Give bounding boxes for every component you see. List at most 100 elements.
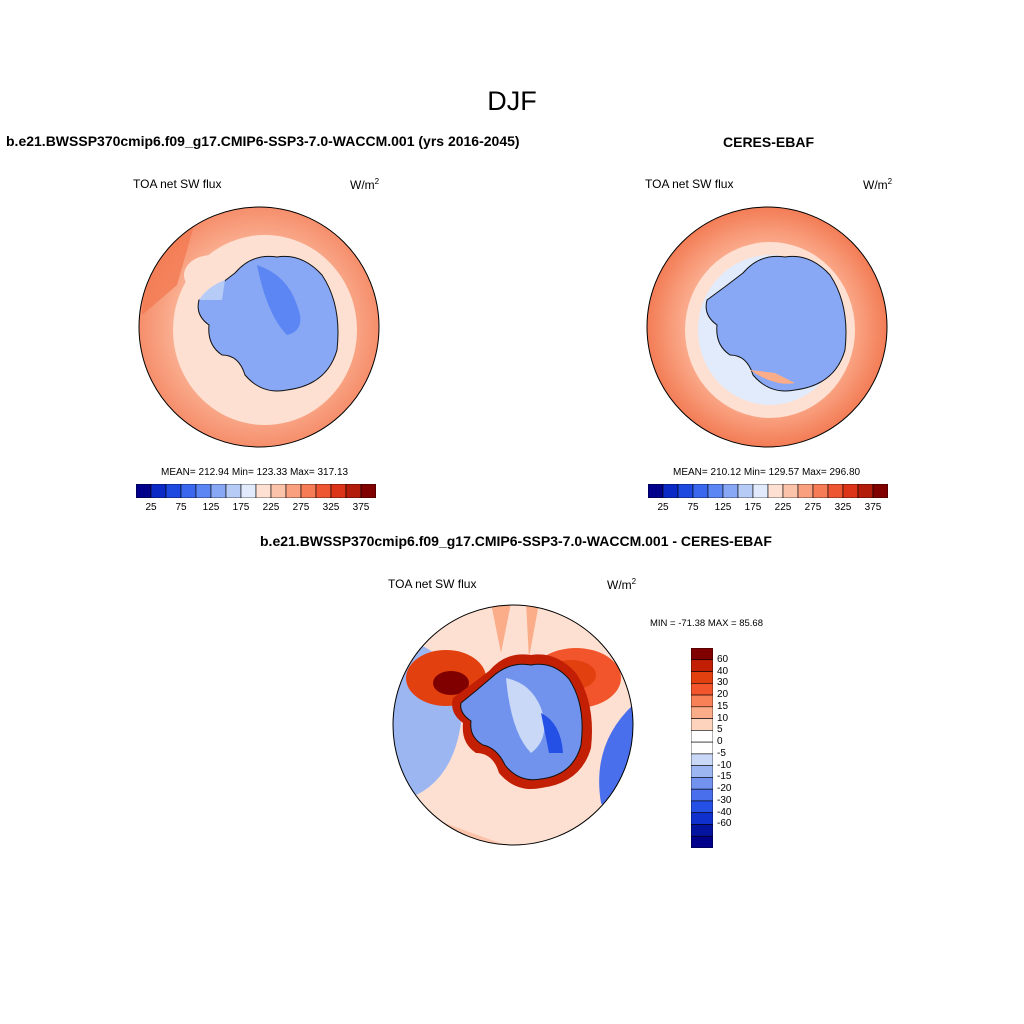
colorbar-tick-label: 125 — [202, 502, 220, 513]
colorbar-box — [691, 753, 713, 766]
colorbar-box — [225, 484, 242, 498]
colorbar-box — [136, 484, 152, 498]
colorbar-labels-model: 25 75 125 175 225 275 325 375 — [136, 502, 376, 516]
colorbar-box — [165, 484, 182, 498]
colorbar-box — [752, 484, 769, 498]
colorbar-tick-label: 275 — [292, 502, 310, 513]
stats-diff: MIN = -71.38 MAX = 85.68 — [650, 618, 764, 629]
colorbar-tick-label: 25 — [657, 502, 669, 513]
colorbar-tick-label: 25 — [145, 502, 157, 513]
colorbar-obs — [648, 484, 888, 498]
colorbar-box — [648, 484, 664, 498]
colorbar-box — [857, 484, 874, 498]
units-label-model: W/m2 — [350, 177, 380, 192]
colorbar-tick-label: 30 — [717, 677, 729, 689]
colorbar-tick-label: -60 — [717, 818, 732, 830]
colorbar-box — [240, 484, 257, 498]
colorbar-box — [677, 484, 694, 498]
colorbar-box — [315, 484, 332, 498]
colorbar-tick-label: 225 — [774, 502, 792, 513]
colorbar-box — [797, 484, 814, 498]
colorbar-box — [691, 835, 713, 848]
colorbar-box — [691, 788, 713, 802]
panel-title-diff: b.e21.BWSSP370cmip6.f09_g17.CMIP6-SSP3-7… — [260, 533, 772, 549]
colorbar-box — [827, 484, 844, 498]
colorbar-box — [691, 659, 713, 672]
colorbar-tick-label: 375 — [864, 502, 882, 513]
colorbar-tick-label: -5 — [717, 747, 726, 759]
colorbar-tick-label: 0 — [717, 736, 723, 748]
colorbar-box — [872, 484, 888, 498]
colorbar-box — [691, 777, 713, 790]
colorbar-tick-label: 40 — [717, 665, 729, 677]
polar-map-diff — [391, 603, 635, 847]
colorbar-tick-label: 10 — [717, 712, 729, 724]
colorbar-box — [691, 706, 713, 719]
colorbar-diff — [691, 648, 713, 848]
colorbar-box — [285, 484, 302, 498]
colorbar-tick-label: 15 — [717, 700, 729, 712]
figure-title: DJF — [487, 86, 537, 116]
colorbar-tick-label: 5 — [717, 724, 723, 736]
variable-label-diff: TOA net SW flux — [388, 577, 477, 591]
colorbar-tick-label: 325 — [322, 502, 340, 513]
colorbar-box — [707, 484, 724, 498]
colorbar-box — [662, 484, 679, 498]
colorbar-tick-label: 75 — [687, 502, 699, 513]
colorbar-tick-label: 125 — [714, 502, 732, 513]
colorbar-model — [136, 484, 376, 498]
colorbar-tick-label: -10 — [717, 759, 732, 771]
colorbar-tick-label: 175 — [744, 502, 762, 513]
colorbar-box — [210, 484, 227, 498]
colorbar-box — [691, 812, 713, 825]
colorbar-box — [722, 484, 739, 498]
units-label-obs: W/m2 — [863, 177, 893, 192]
colorbar-tick-label: -15 — [717, 771, 732, 783]
colorbar-box — [180, 484, 197, 498]
colorbar-tick-label: -40 — [717, 806, 732, 818]
panel-title-model: b.e21.BWSSP370cmip6.f09_g17.CMIP6-SSP3-7… — [6, 133, 520, 149]
colorbar-tick-label: 275 — [804, 502, 822, 513]
colorbar-box — [812, 484, 829, 498]
colorbar-box — [345, 484, 362, 498]
colorbar-box — [842, 484, 859, 498]
colorbar-box — [691, 765, 713, 778]
colorbar-box — [691, 824, 713, 837]
stats-model: MEAN= 212.94 Min= 123.33 Max= 317.13 — [161, 467, 349, 478]
colorbar-box — [691, 800, 713, 814]
colorbar-tick-label: 225 — [262, 502, 280, 513]
colorbar-labels-obs: 25 75 125 175 225 275 325 375 — [648, 502, 888, 516]
colorbar-box — [300, 484, 317, 498]
units-label-diff: W/m2 — [607, 577, 637, 592]
colorbar-box — [150, 484, 167, 498]
colorbar-box — [330, 484, 347, 498]
colorbar-tick-label: 60 — [717, 653, 729, 665]
colorbar-tick-label: 375 — [352, 502, 370, 513]
colorbar-box — [195, 484, 212, 498]
colorbar-box — [691, 718, 713, 731]
colorbar-tick-label: 75 — [175, 502, 187, 513]
colorbar-tick-label: 325 — [834, 502, 852, 513]
variable-label-model: TOA net SW flux — [133, 177, 222, 191]
polar-map-model — [137, 205, 381, 449]
colorbar-box — [691, 694, 713, 708]
variable-label-obs: TOA net SW flux — [645, 177, 734, 191]
colorbar-box — [767, 484, 784, 498]
colorbar-box — [691, 682, 713, 696]
colorbar-box — [360, 484, 376, 498]
stats-obs: MEAN= 210.12 Min= 129.57 Max= 296.80 — [673, 467, 861, 478]
colorbar-box — [691, 648, 713, 661]
colorbar-box — [691, 730, 713, 743]
colorbar-box — [691, 671, 713, 684]
colorbar-labels-diff: 60 40 30 20 15 10 5 0 -5 -10 -15 -20 -30 -40 -60 — [717, 648, 757, 848]
colorbar-box — [255, 484, 272, 498]
colorbar-box — [270, 484, 287, 498]
colorbar-tick-label: -20 — [717, 783, 732, 795]
colorbar-tick-label: -30 — [717, 794, 732, 806]
colorbar-box — [691, 741, 713, 755]
colorbar-box — [737, 484, 754, 498]
colorbar-box — [782, 484, 799, 498]
polar-map-obs — [645, 205, 889, 449]
panel-title-obs: CERES-EBAF — [723, 134, 815, 150]
colorbar-box — [692, 484, 709, 498]
